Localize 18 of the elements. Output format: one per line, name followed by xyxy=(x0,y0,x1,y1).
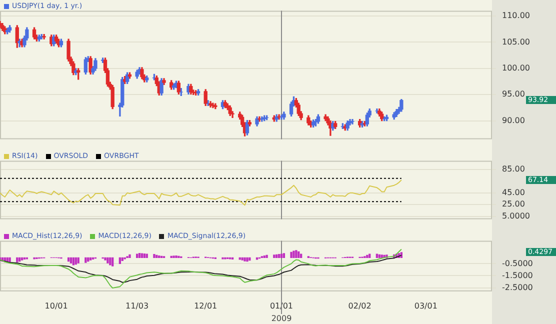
ref-line-label: 2009 xyxy=(271,314,292,324)
x-tick-label: 12/01 xyxy=(194,301,218,310)
x-tick-label: 03/01 xyxy=(414,301,438,310)
y-tick-label: 25.00 xyxy=(502,200,525,209)
x-tick-label: 10/01 xyxy=(44,301,68,310)
y-tick-label: 95.00 xyxy=(502,90,525,99)
y-tick-label: 90.00 xyxy=(502,116,525,125)
y-tick-label: -0.5000 xyxy=(502,258,533,268)
y-tick-label: 110.00 xyxy=(502,11,530,20)
x-tick-label: 02/02 xyxy=(348,301,372,310)
x-tick-label: 11/03 xyxy=(126,301,149,310)
y-tick-label: 100.00 xyxy=(502,64,530,73)
y-tick-label: -2.5000 xyxy=(502,282,533,292)
y-tick-label: 45.00 xyxy=(502,188,525,197)
y-tick-label: 5.0000 xyxy=(502,211,530,220)
y-tick-label: -1.5000 xyxy=(502,270,533,280)
y-tick-label: 105.00 xyxy=(502,37,530,46)
y-tick-label: 85.00 xyxy=(502,164,525,174)
